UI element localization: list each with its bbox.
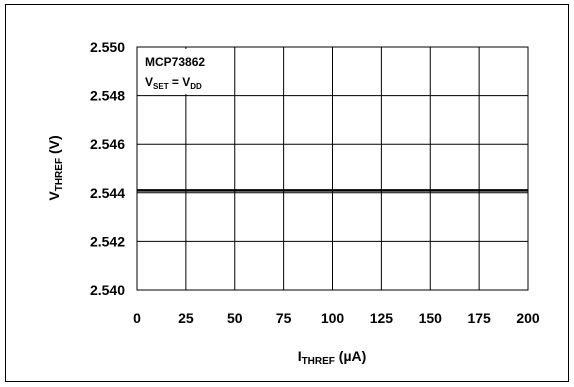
annotation-line2: VSET = VDD — [145, 75, 202, 91]
x-tick-label: 150 — [419, 310, 443, 326]
annotation-line1: MCP73862 — [145, 55, 205, 69]
y-tick-label: 2.544 — [90, 185, 125, 201]
x-tick-label: 200 — [516, 310, 540, 326]
x-tick-label: 100 — [321, 310, 345, 326]
x-tick-labels: 0 25 50 75 100 125 150 175 200 — [133, 310, 540, 326]
x-tick-label: 0 — [133, 310, 141, 326]
y-tick-label: 2.550 — [90, 39, 125, 55]
y-tick-label: 2.540 — [90, 282, 125, 298]
x-tick-label: 125 — [370, 310, 394, 326]
grid — [137, 47, 528, 290]
y-axis-label: VTHREF (V) — [46, 135, 65, 200]
y-tick-label: 2.542 — [90, 233, 125, 249]
y-tick-label: 2.546 — [90, 136, 125, 152]
x-tick-label: 50 — [227, 310, 243, 326]
x-tick-label: 175 — [467, 310, 491, 326]
y-tick-label: 2.548 — [90, 88, 125, 104]
x-tick-label: 25 — [178, 310, 194, 326]
x-tick-label: 75 — [276, 310, 292, 326]
annotation-box — [139, 49, 232, 94]
y-tick-labels: 2.540 2.542 2.544 2.546 2.548 2.550 — [90, 39, 125, 298]
x-axis-label: ITHREF (µA) — [298, 348, 367, 367]
